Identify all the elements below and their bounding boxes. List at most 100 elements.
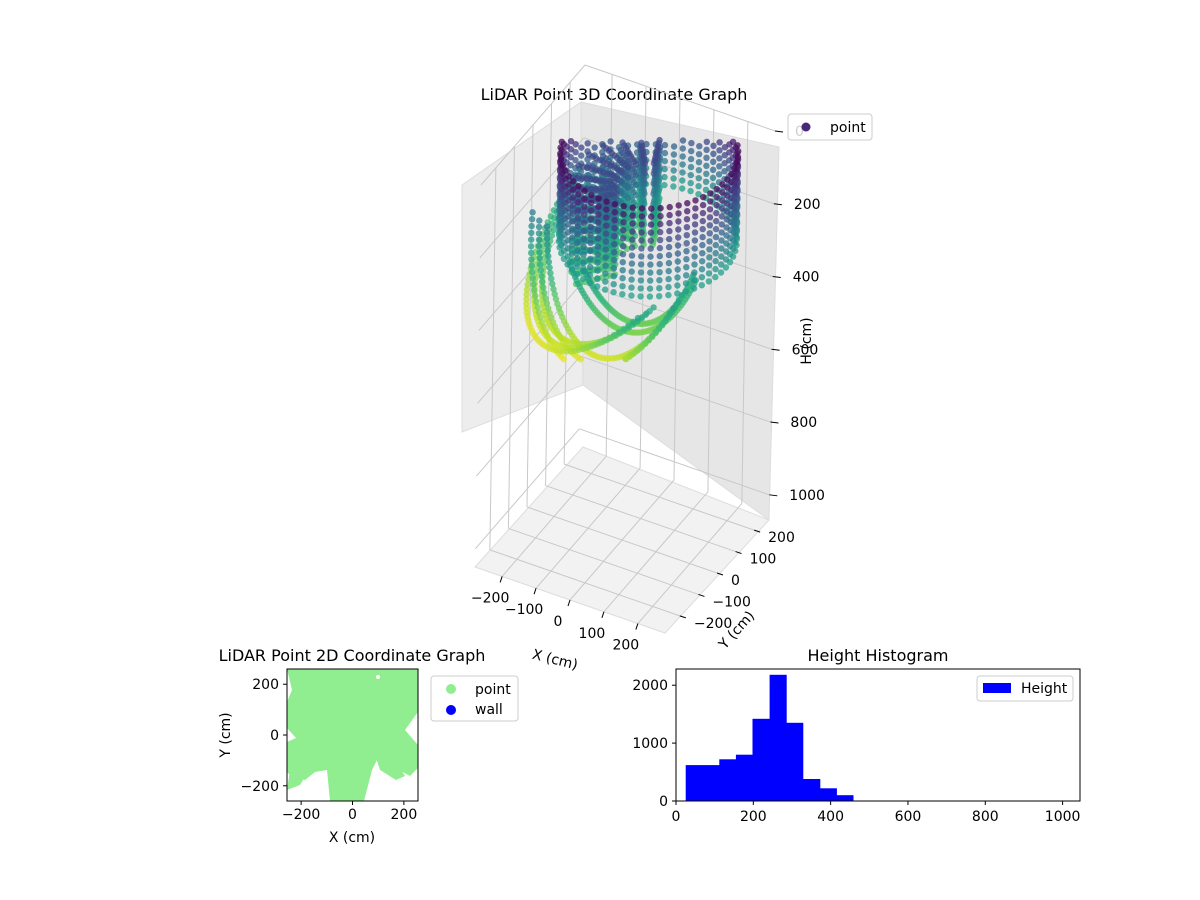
plot-3d-point — [527, 243, 535, 250]
plot-3d-point — [715, 171, 723, 178]
plot-3d-point — [534, 303, 541, 311]
plot-3d-point — [569, 234, 576, 241]
plot-3d-point — [528, 256, 535, 263]
plot-3d-point — [551, 290, 558, 298]
plot-3d-point — [569, 218, 576, 225]
plot-3d-gridline-z — [477, 282, 582, 404]
plot-3d-point — [529, 275, 536, 282]
plot-3d-point — [722, 256, 730, 263]
plot-3d-point — [535, 236, 543, 243]
plot-3d-point — [699, 241, 706, 249]
plot-3d-point — [610, 257, 618, 264]
plot-3d-xtick — [635, 623, 639, 630]
plot-3d-point — [535, 309, 543, 316]
plot-3d-point — [537, 267, 544, 274]
plot-3d-point — [675, 218, 682, 225]
plot-3d-point — [619, 259, 626, 266]
histogram-title: Height Histogram — [808, 646, 949, 665]
plot-3d-point — [574, 231, 581, 238]
plot-3d-gridline-z-back — [583, 137, 775, 205]
plot-3d-point — [595, 219, 602, 226]
plot-3d-point — [683, 256, 690, 263]
plot-3d-point — [656, 244, 664, 252]
plot-3d-point — [718, 205, 726, 212]
plot-3d-point — [619, 275, 626, 282]
plot-3d-point — [650, 160, 658, 167]
plot-3d-point — [712, 249, 719, 257]
plot-3d-point — [721, 160, 728, 167]
plot-3d-point — [712, 265, 719, 273]
plot-3d-point — [709, 174, 717, 182]
plot-3d-point — [695, 167, 703, 174]
plot-3d-point — [523, 296, 530, 303]
plot-3d-point — [602, 246, 609, 253]
plot-3d-point — [706, 206, 714, 213]
plot-3d-point — [705, 262, 713, 269]
plot-3d-point — [688, 139, 695, 147]
histogram-xtick-label: 600 — [895, 809, 922, 825]
plot-3d-point — [643, 310, 650, 317]
plot-3d-point — [674, 274, 681, 281]
plot-3d-point — [710, 142, 717, 149]
plot-3d-point — [594, 227, 602, 234]
plot-3d-point — [628, 292, 635, 299]
plot-3d-point — [546, 264, 553, 271]
plot-3d-point — [699, 258, 706, 265]
plot-3d-point — [606, 334, 613, 341]
plot-2d-ytick-label: 0 — [270, 728, 279, 744]
plot-3d-point — [547, 269, 554, 277]
histogram-bar — [685, 765, 703, 801]
plot-3d-point — [716, 163, 723, 170]
plot-3d-point — [710, 158, 717, 165]
plot-3d-point — [713, 217, 720, 225]
plot-3d-point — [648, 205, 655, 212]
plot-3d-point — [610, 265, 618, 272]
plot-3d-point — [695, 159, 703, 166]
plot-3d-point — [629, 212, 636, 219]
plot-3d-point — [692, 205, 699, 212]
plot-3d-point — [691, 269, 698, 276]
plot-3d-point — [569, 186, 577, 193]
plot-3d-point — [679, 177, 686, 184]
plot-3d-point — [675, 299, 682, 306]
plot-3d-point — [575, 162, 582, 169]
plot-3d-point — [564, 237, 571, 244]
plot-3d-point — [543, 235, 551, 242]
plot-2d-ticks: −200 0 200 −200 0 200 — [241, 677, 418, 823]
plot-3d-point — [683, 232, 690, 239]
plot-3d-point — [666, 235, 673, 243]
plot-3d-point — [574, 247, 581, 254]
plot-3d-point — [683, 264, 690, 271]
plot-3d-point — [629, 236, 636, 243]
plot-3d-ytick-label: 100 — [750, 552, 777, 568]
histogram-xtick-label: 400 — [817, 809, 844, 825]
plot-3d-point — [535, 223, 543, 231]
plot-3d-point — [569, 210, 576, 217]
plot-3d-point — [536, 249, 543, 256]
plot-3d-point — [713, 193, 720, 201]
plot-3d-point — [721, 168, 728, 175]
plot-3d-ztick-label: 200 — [794, 197, 821, 213]
plot-3d-xtick-label: 0 — [554, 614, 563, 630]
plot-3d-point — [716, 147, 723, 154]
plot-3d-point — [606, 178, 613, 185]
histogram-bars — [685, 674, 854, 801]
plot-3d-point — [731, 165, 738, 172]
plot-3d-point — [637, 285, 644, 292]
plot-3d-point — [570, 178, 577, 185]
plot-3d-point — [647, 245, 654, 252]
plot-3d-point — [549, 280, 556, 288]
plot-3d-point — [661, 149, 669, 157]
plot-3d-point — [724, 184, 731, 191]
plot-3d-point — [628, 260, 636, 267]
histogram-ytick-label: 0 — [659, 794, 668, 810]
plot-3d-point — [722, 264, 730, 271]
plot-3d-point — [610, 273, 617, 280]
plot-3d-point — [666, 227, 673, 235]
plot-3d-xtick-label: −200 — [471, 590, 509, 606]
histogram-ticks: 0 200 400 600 800 1000 0 1000 2000 — [632, 678, 1080, 825]
plot-3d-xtick — [499, 576, 503, 583]
plot-3d-point — [718, 237, 725, 244]
plot-3d-point — [620, 203, 627, 210]
plot-3d-point — [637, 269, 645, 276]
